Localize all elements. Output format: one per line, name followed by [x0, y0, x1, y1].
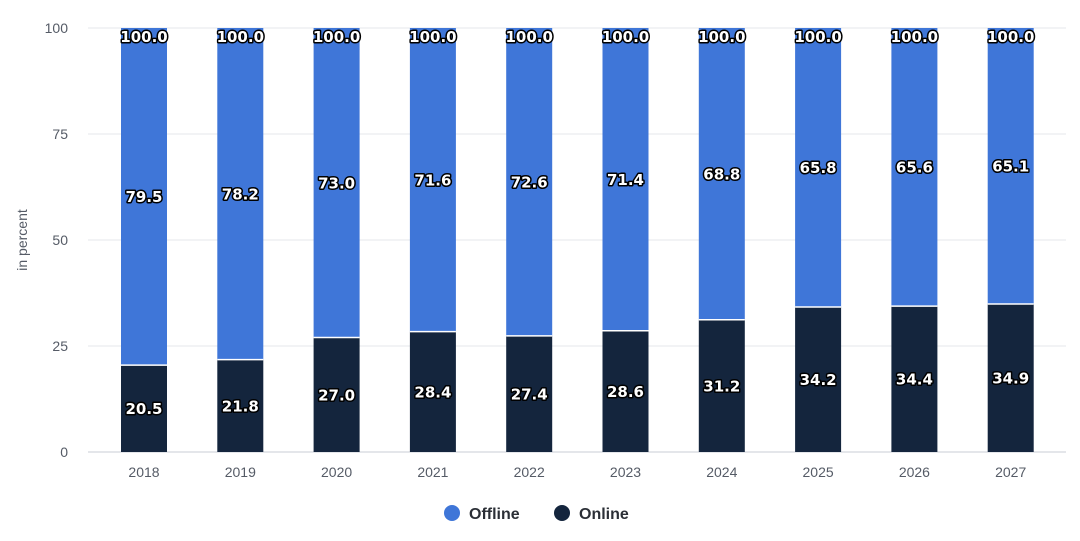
x-tick-label: 2023: [610, 464, 641, 480]
data-label-total: 100.0: [602, 28, 649, 46]
x-tick-label: 2027: [995, 464, 1026, 480]
bar-online[interactable]: [121, 365, 167, 452]
legend: Offline Online: [444, 505, 629, 523]
bars: [121, 28, 1034, 452]
y-tick-label: 100: [45, 20, 69, 36]
x-tick-label: 2020: [321, 464, 352, 480]
bar-online[interactable]: [602, 330, 649, 452]
data-label-total: 100.0: [698, 28, 745, 46]
x-tick-label: 2026: [899, 464, 930, 480]
data-label-total: 100.0: [313, 28, 360, 46]
data-label-offline: 65.6: [896, 159, 933, 177]
legend-marker: [444, 505, 460, 521]
data-label-offline: 72.6: [511, 173, 548, 191]
bar-offline[interactable]: [313, 28, 360, 338]
x-tick-label: 2021: [417, 464, 448, 480]
data-label-online: 34.4: [896, 371, 933, 389]
data-label-online: 31.2: [703, 377, 740, 395]
data-label-online: 27.4: [511, 385, 548, 403]
bar-offline[interactable]: [987, 28, 1034, 305]
data-label-online: 20.5: [125, 400, 162, 418]
data-label-offline: 78.2: [222, 185, 259, 203]
data-label-offline: 65.8: [800, 159, 837, 177]
bar-online[interactable]: [987, 304, 1034, 452]
bar-online[interactable]: [891, 306, 938, 452]
data-label-offline: 79.5: [125, 188, 162, 206]
data-label-total: 100.0: [505, 28, 552, 46]
x-tick-label: 2018: [128, 464, 159, 480]
bar-offline[interactable]: [217, 28, 264, 360]
bar-online[interactable]: [506, 335, 553, 452]
bar-offline[interactable]: [409, 28, 456, 332]
legend-label: Online: [579, 506, 629, 523]
y-tick-label: 0: [60, 444, 68, 460]
bar-offline[interactable]: [602, 28, 649, 331]
data-label-total: 100.0: [217, 28, 264, 46]
data-label-total: 100.0: [987, 28, 1034, 46]
bar-online[interactable]: [313, 337, 360, 452]
bar-online[interactable]: [698, 319, 745, 452]
legend-label: Offline: [469, 506, 520, 523]
data-label-offline: 71.4: [607, 171, 644, 189]
bar-online[interactable]: [795, 306, 842, 452]
bar-offline[interactable]: [121, 28, 167, 366]
legend-item-online[interactable]: Online: [554, 505, 629, 523]
bar-offline[interactable]: [795, 28, 842, 307]
data-label-online: 28.6: [607, 383, 644, 401]
data-labels: 20.5 79.5 100.0 21.8 78.2 100.0 27.0 73.0 100.0 2…: [119, 27, 1036, 420]
data-label-offline: 71.6: [414, 171, 451, 189]
y-tick-label: 50: [52, 232, 68, 248]
data-label-total: 100.0: [409, 28, 456, 46]
data-label-online: 27.0: [318, 386, 355, 404]
bar-offline[interactable]: [506, 28, 553, 336]
axes: in percent 0 25 50 75 100 2018 2019 2020 2021 202…: [14, 20, 1026, 480]
data-label-offline: 65.1: [992, 158, 1029, 176]
data-label-online: 34.2: [800, 371, 837, 389]
data-label-offline: 73.0: [318, 174, 355, 192]
bar-offline[interactable]: [698, 28, 745, 320]
x-tick-label: 2019: [225, 464, 256, 480]
data-label-offline: 68.8: [703, 165, 740, 183]
y-tick-label: 75: [52, 126, 68, 142]
bar-online[interactable]: [409, 331, 456, 452]
bar-online[interactable]: [217, 359, 264, 452]
legend-item-offline[interactable]: Offline: [444, 505, 520, 523]
data-label-online: 28.4: [414, 383, 451, 401]
data-label-total: 100.0: [794, 28, 841, 46]
bar-offline[interactable]: [891, 28, 938, 307]
y-axis-title: in percent: [14, 209, 30, 271]
data-label-total: 100.0: [120, 28, 167, 46]
data-label-online: 34.9: [992, 370, 1029, 388]
data-label-online: 21.8: [222, 397, 259, 415]
x-tick-label: 2024: [706, 464, 737, 480]
y-tick-label: 25: [52, 338, 68, 354]
x-tick-label: 2022: [514, 464, 545, 480]
legend-marker: [554, 505, 570, 521]
x-tick-label: 2025: [803, 464, 834, 480]
data-label-total: 100.0: [891, 28, 938, 46]
